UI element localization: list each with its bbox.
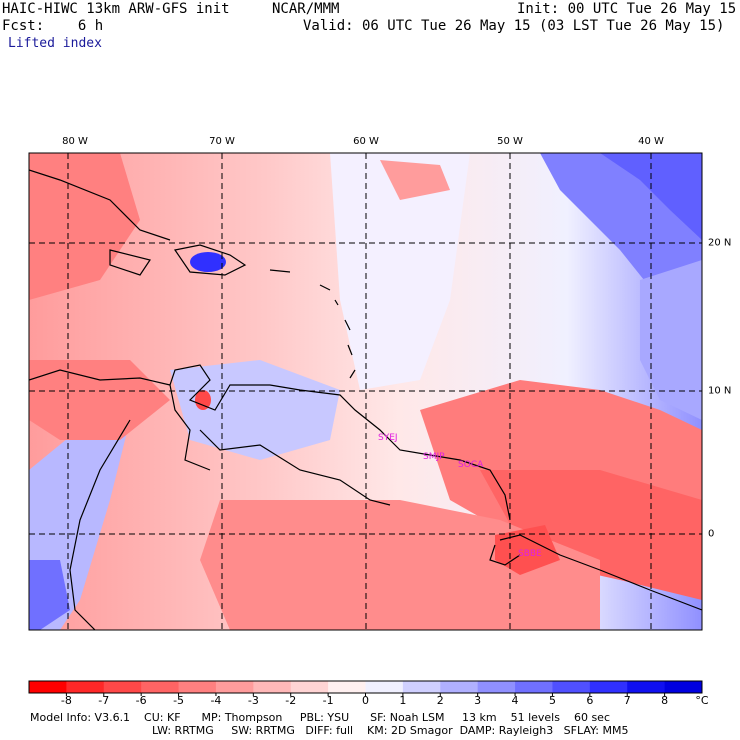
lat-lon-grid — [29, 153, 702, 630]
colorbar-swatch — [215, 681, 254, 693]
colorbar-tick-label: 7 — [623, 694, 631, 707]
station-sbbe: SBBE — [518, 549, 542, 559]
colorbar-tick-label: -2 — [285, 694, 297, 707]
colorbar-swatch — [664, 681, 703, 693]
model-title: HAIC-HIWC 13km ARW-GFS init — [2, 1, 230, 17]
colorbar-swatch — [589, 681, 628, 693]
init-time: Init: 00 UTC Tue 26 May 15 — [517, 1, 737, 17]
colorbar-swatch — [328, 681, 366, 693]
colorbar-tick-label: 8 — [661, 694, 669, 707]
colorbar-swatch — [402, 681, 441, 693]
lon-label-60w: 60 W — [353, 136, 379, 147]
model-info-line2: LW: RRTMG SW: RRTMG DIFF: full KM: 2D Sm… — [152, 724, 629, 737]
colorbar-tick-label: 3 — [474, 694, 482, 707]
colorbar-tick-label: 4 — [511, 694, 519, 707]
colorbar-tick-label: -6 — [135, 694, 147, 707]
colorbar — [28, 680, 703, 696]
colorbar-swatch — [365, 681, 404, 693]
station-syej: SYEJ — [378, 433, 398, 443]
station-smjp: SMJP — [423, 452, 445, 462]
forecast-hour: Fcst: 6 h — [2, 18, 104, 34]
station-soca: SOCA — [458, 460, 484, 470]
field-name: Lifted index — [8, 36, 102, 51]
colorbar-tick-label: -4 — [210, 694, 222, 707]
colorbar-swatch — [440, 681, 479, 693]
colorbar-swatch — [141, 681, 180, 693]
colorbar-tick-label: 5 — [548, 694, 556, 707]
colorbar-tick-label: 6 — [586, 694, 594, 707]
colorbar-swatch — [29, 681, 67, 693]
colorbar-swatch — [515, 681, 553, 693]
lat-label-0: 0 — [708, 528, 715, 540]
coastlines — [29, 169, 702, 630]
colorbar-swatch — [552, 681, 591, 693]
colorbar-swatch — [627, 681, 666, 693]
colorbar-swatch — [66, 681, 105, 693]
lat-label-20n: 20 N — [708, 237, 732, 249]
lat-label-10n: 10 N — [708, 385, 732, 397]
colorbar-swatch — [253, 681, 292, 693]
colorbar-tick-label: 0 — [362, 694, 369, 707]
lon-label-70w: 70 W — [209, 136, 235, 147]
colorbar-swatch — [178, 681, 217, 693]
colorbar-swatch — [477, 681, 516, 693]
colorbar-unit: °C — [695, 694, 709, 707]
colorbar-tick-label: -5 — [173, 694, 185, 707]
colorbar-tick-label: -8 — [60, 694, 72, 707]
lon-label-50w: 50 W — [497, 136, 523, 147]
valid-time: Valid: 06 UTC Tue 26 May 15 (03 LST Tue … — [303, 18, 725, 34]
colorbar-tick-label: -1 — [322, 694, 334, 707]
map-frame — [28, 152, 703, 631]
colorbar-tick-label: -7 — [98, 694, 110, 707]
colorbar-swatch — [290, 681, 329, 693]
organization-label: NCAR/MMM — [272, 1, 340, 17]
lon-label-80w: 80 W — [62, 136, 88, 147]
colorbar-swatch — [103, 681, 142, 693]
model-info-line1: Model Info: V3.6.1 CU: KF MP: Thompson P… — [30, 711, 610, 724]
colorbar-tick-label: 2 — [436, 694, 444, 707]
lon-label-40w: 40 W — [638, 136, 664, 147]
colorbar-tick-label: -3 — [247, 694, 259, 707]
colorbar-tick-label: 1 — [399, 694, 407, 707]
